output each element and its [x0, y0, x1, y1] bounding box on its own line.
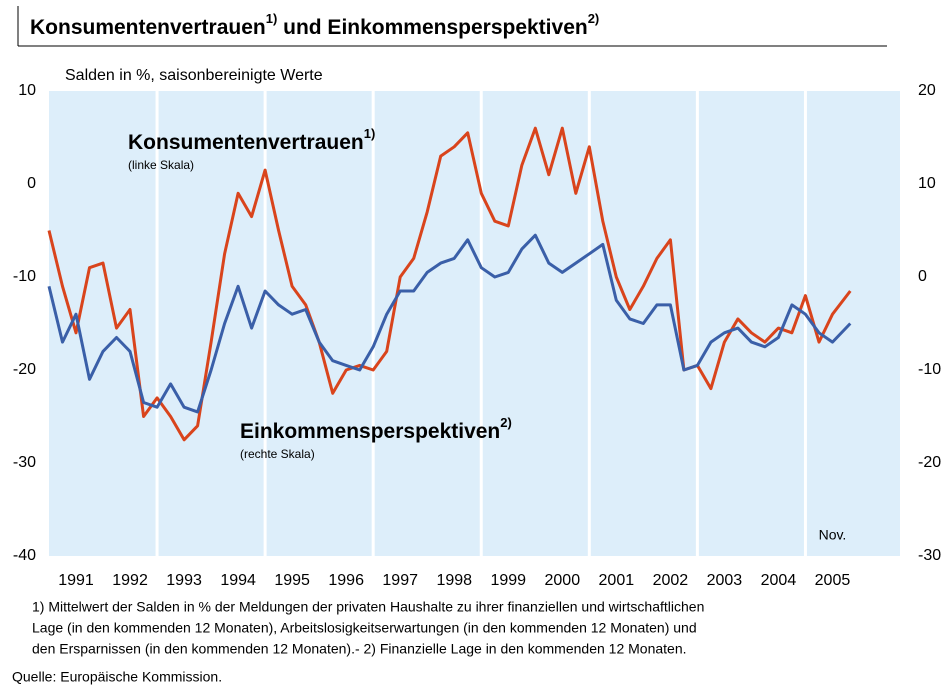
- x-tick-label: 1993: [166, 572, 202, 589]
- y2-tick-label: 0: [918, 268, 927, 285]
- series-name: Konsumentenvertrauen: [128, 131, 364, 154]
- y-tick-label: -20: [13, 361, 36, 378]
- y-tick-label: -30: [13, 454, 36, 471]
- x-tick-label: 1992: [112, 572, 148, 589]
- x-tick-label: 1999: [490, 572, 526, 589]
- y2-tick-label: -20: [918, 454, 941, 471]
- y2-tick-label: -10: [918, 361, 941, 378]
- y-tick-label: -40: [13, 547, 36, 564]
- x-tick-label: 2005: [815, 572, 851, 589]
- series-scale: (rechte Skala): [240, 447, 315, 461]
- series-label: Einkommensperspektiven2): [240, 415, 512, 442]
- subtitle: Salden in %, saisonbereinigte Werte: [65, 67, 323, 84]
- series-line: [47, 233, 852, 414]
- y-tick-label: 10: [18, 82, 36, 99]
- footnote: Lage (in den kommenden 12 Monaten), Arbe…: [32, 620, 697, 636]
- x-tick-label: 1998: [436, 572, 472, 589]
- footnote: 1) Mittelwert der Salden in % der Meldun…: [32, 599, 704, 615]
- series-scale: (linke Skala): [128, 158, 194, 172]
- x-tick-label: 1997: [382, 572, 418, 589]
- y2-tick-label: 20: [918, 82, 936, 99]
- series-line: [47, 126, 852, 442]
- title-part: Konsumentenvertrauen: [30, 16, 266, 39]
- series-label: Konsumentenvertrauen1): [128, 126, 375, 153]
- x-tick-label: 2002: [653, 572, 689, 589]
- x-tick-label: 2001: [599, 572, 635, 589]
- x-tick-label: 2000: [545, 572, 581, 589]
- plot: 10 0 -10 -20 -30 -40 20 10 0 -10 -20 -30 1991 1992 199…: [13, 82, 941, 589]
- footnote: den Ersparnissen (in den kommenden 12 Mo…: [32, 641, 687, 657]
- y-tick-label: 0: [27, 175, 36, 192]
- x-tick-label: 2003: [707, 572, 743, 589]
- series-note: 1): [364, 126, 376, 141]
- x-tick-label: 1991: [58, 572, 94, 589]
- x-tick-label: 2004: [761, 572, 797, 589]
- title-note: 1): [266, 11, 278, 26]
- title-note: 2): [588, 11, 600, 26]
- annotation: Nov.: [819, 527, 847, 543]
- series-note: 2): [500, 415, 512, 430]
- y2-tick-label: 10: [918, 175, 936, 192]
- x-tick-label: 1994: [220, 572, 256, 589]
- y-tick-label: -10: [13, 268, 36, 285]
- source: Quelle: Europäische Kommission.: [12, 669, 222, 685]
- series-name: Einkommensperspektiven: [240, 420, 500, 443]
- x-tick-label: 1995: [274, 572, 310, 589]
- chart-title: Konsumentenvertrauen1) und Einkommensper…: [30, 11, 599, 38]
- x-tick-label: 1996: [328, 572, 364, 589]
- y2-tick-label: -30: [918, 547, 941, 564]
- title-part: und Einkommensperspektiven: [277, 16, 587, 39]
